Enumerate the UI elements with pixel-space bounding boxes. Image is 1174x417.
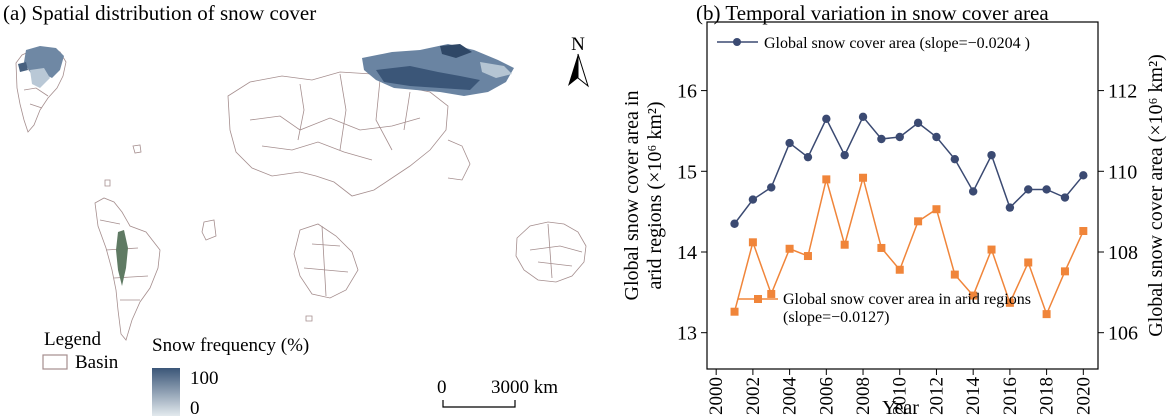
- x-tick-label: 2006: [816, 377, 837, 415]
- map-title: (a) Spatial distribution of snow cover: [3, 1, 317, 25]
- global-point: [1079, 171, 1088, 180]
- global-point: [987, 150, 996, 160]
- arid-point: [950, 270, 959, 279]
- arid-point: [1079, 227, 1088, 236]
- left-tick-label: 16: [677, 81, 697, 103]
- legend-arid: Global snow cover area in arid regions (…: [738, 291, 1031, 326]
- series-arid: [730, 173, 1088, 319]
- legend-arid-label-line1: Global snow cover area in arid regions: [783, 291, 1031, 308]
- arid-point: [822, 175, 831, 184]
- left-axis-label-line2: arid regions (×10⁶ km²): [644, 101, 666, 289]
- global-point: [950, 154, 960, 164]
- x-tick-label: 2002: [743, 377, 764, 415]
- global-point: [767, 183, 776, 192]
- north-arrow: N: [568, 34, 589, 88]
- x-tick-label: 2014: [963, 377, 984, 416]
- left-tick-label: 14: [677, 242, 697, 264]
- right-tick-label: 106: [1108, 323, 1138, 345]
- north-label: N: [571, 34, 585, 55]
- x-tick-label: 2020: [1073, 377, 1094, 415]
- snow-frequency-title: Snow frequency (%): [152, 335, 309, 356]
- left-axis-label-line1: Global snow cover area in: [621, 91, 643, 301]
- arid-point: [1060, 267, 1069, 276]
- x-tick-label: 2008: [853, 377, 874, 415]
- global-point: [822, 114, 831, 124]
- x-tick-label: 2010: [890, 377, 911, 415]
- colorbar-max: 100: [190, 368, 219, 389]
- snow-colorbar: [152, 368, 180, 416]
- global-point: [913, 118, 923, 128]
- snow-area-chart: 2000 2002 2004 2006 2008 2010 2012 2014 2016 2018…: [621, 21, 1167, 417]
- chart-title: (b) Temporal variation in snow cover are…: [696, 1, 1049, 25]
- legend-basin-label: Basin: [75, 352, 119, 373]
- global-point: [785, 138, 794, 148]
- arid-point: [1005, 298, 1014, 307]
- chart-axes: 2000 2002 2004 2006 2008 2010 2012 2014 2016 2018…: [677, 21, 1138, 416]
- right-tick-label: 110: [1108, 161, 1137, 183]
- global-point: [932, 132, 941, 142]
- arid-point: [803, 252, 812, 261]
- x-tick-label: 2004: [780, 377, 801, 416]
- snow-cover-map: N Legend Basin Snow frequency (%) 100 0 …: [15, 34, 589, 417]
- global-point: [803, 152, 813, 162]
- arid-point: [730, 307, 739, 316]
- x-axis-label: Year: [882, 397, 919, 417]
- basin-swatch: [42, 354, 68, 370]
- basin-outlines: [15, 47, 587, 341]
- arid-point: [785, 244, 794, 253]
- left-tick-label: 13: [677, 323, 697, 345]
- global-point: [1005, 203, 1015, 212]
- colorbar-min: 0: [190, 398, 200, 417]
- arid-point: [877, 243, 886, 252]
- global-point: [840, 150, 849, 160]
- arid-point: [1042, 310, 1051, 319]
- x-tick-label: 2000: [706, 377, 727, 415]
- x-tick-label: 2016: [1000, 377, 1021, 415]
- right-axis-label: Global snow cover area (×10⁶ km²): [1145, 54, 1167, 337]
- plot-frame: [706, 21, 1099, 370]
- global-point: [858, 112, 868, 122]
- global-point: [877, 134, 886, 144]
- arid-point: [932, 205, 941, 214]
- right-tick-label: 108: [1108, 242, 1138, 264]
- left-tick-label: 15: [677, 161, 697, 183]
- arid-point: [987, 245, 996, 254]
- global-point: [730, 219, 739, 228]
- global-point: [968, 187, 978, 196]
- legend-arid-label-line2: (slope=−0.0127): [783, 309, 889, 326]
- arid-point: [969, 291, 978, 300]
- scale-end: 3000 km: [491, 377, 558, 398]
- arid-point: [767, 289, 776, 298]
- right-tick-label: 112: [1108, 81, 1137, 103]
- global-point: [748, 195, 758, 204]
- global-point: [1042, 185, 1051, 194]
- arid-point: [840, 240, 849, 249]
- arid-point: [859, 173, 868, 182]
- arid-point: [914, 217, 923, 226]
- series-global: [730, 112, 1088, 228]
- arid-point: [895, 265, 904, 274]
- snow-regions: [18, 44, 514, 286]
- global-point: [1060, 193, 1070, 202]
- global-point: [895, 132, 904, 142]
- scale-start: 0: [437, 377, 447, 398]
- global-point: [1024, 185, 1033, 194]
- x-tick-label: 2012: [926, 377, 947, 415]
- x-tick-label: 2018: [1037, 377, 1058, 415]
- arid-point: [1024, 258, 1033, 267]
- legend-global-label: Global snow cover area (slope=−0.0204 ): [764, 35, 1030, 52]
- scale-bar: 0 3000 km: [437, 377, 558, 408]
- legend-title: Legend: [44, 329, 101, 350]
- arid-point: [748, 238, 757, 247]
- legend-global: Global snow cover area (slope=−0.0204 ): [717, 35, 1030, 52]
- global-line: [733, 115, 1084, 225]
